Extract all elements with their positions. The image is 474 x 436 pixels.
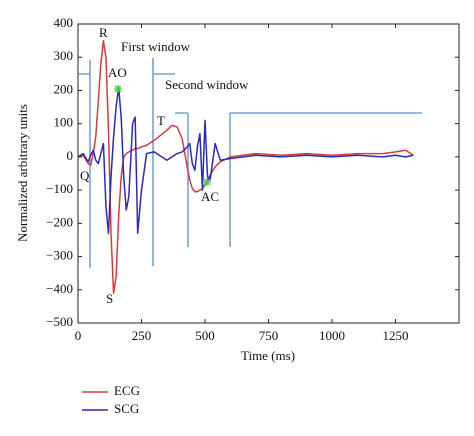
annotation: R [99, 25, 108, 40]
annotations: R First window AO Second window T AC Q S [80, 25, 249, 306]
annotation: AO [108, 65, 127, 80]
y-axis-label: Normalized arbitrary units [15, 104, 30, 242]
y-tick-label: −400 [46, 281, 73, 296]
y-tick-label: 200 [54, 81, 74, 96]
plot-frame [77, 23, 460, 324]
annotation: Q [80, 168, 90, 183]
x-tick-label: 1000 [319, 328, 345, 343]
annotation: T [157, 113, 165, 128]
ao-marker [114, 85, 122, 93]
second-window [175, 112, 422, 247]
x-tick-label: 750 [259, 328, 279, 343]
ac-marker [203, 178, 211, 186]
x-tick-label: 1250 [383, 328, 409, 343]
x-tick-label: 250 [132, 328, 152, 343]
legend-label: ECG [114, 383, 140, 398]
y-tick-label: 400 [54, 15, 74, 30]
y-tick-label: 300 [54, 48, 74, 63]
legend-label: SCG [114, 401, 139, 416]
series-line [77, 39, 414, 294]
x-axis-label: Time (ms) [241, 348, 295, 363]
y-tick-label: −200 [46, 214, 73, 229]
y-tick-label: 0 [67, 148, 74, 163]
x-tick-label: 500 [195, 328, 215, 343]
x-tick-label: 0 [75, 328, 82, 343]
series-line [77, 86, 414, 235]
y-tick-label: −500 [46, 314, 73, 329]
plot [77, 39, 414, 294]
window-lines [78, 58, 422, 268]
legend: ECG SCG [82, 383, 140, 416]
annotation: S [106, 291, 113, 306]
annotation: AC [201, 189, 219, 204]
first-window [78, 58, 175, 268]
y-tick-label: 100 [54, 115, 74, 130]
annotation: Second window [165, 77, 249, 92]
y-tick-label: −300 [46, 248, 73, 263]
annotation: First window [121, 39, 191, 54]
y-tick-label: −100 [46, 181, 73, 196]
